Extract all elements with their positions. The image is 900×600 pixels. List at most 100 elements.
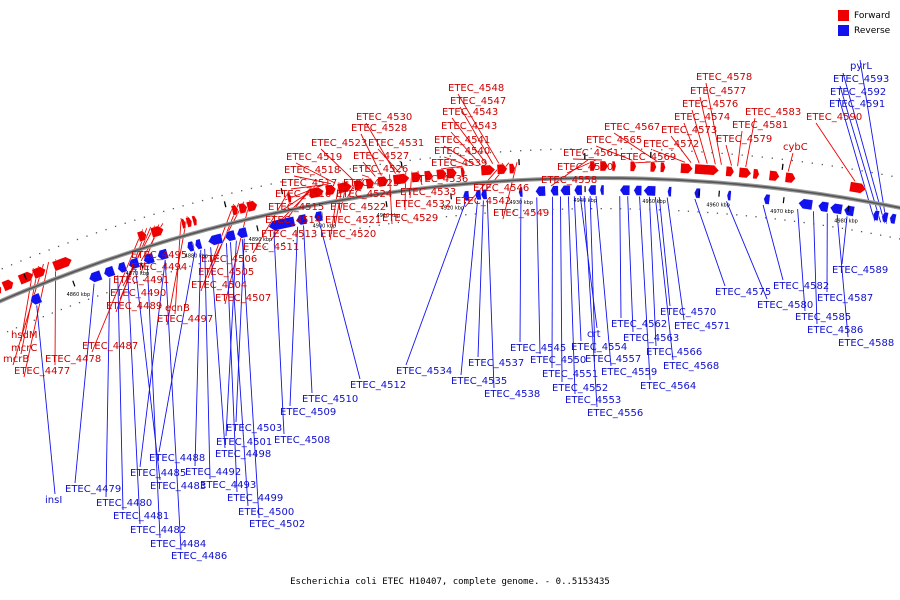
reverse-gene-label: crt (587, 329, 601, 340)
guide-dot-inner (264, 246, 266, 248)
reverse-gene-label: ETEC_4501 (216, 437, 272, 448)
forward-gene-label: hsdM (11, 330, 38, 341)
guide-dot-inner (15, 327, 18, 329)
guide-dot-inner (860, 230, 863, 233)
reverse-gene-label: ETEC_4566 (646, 347, 702, 358)
guide-dot-inner (42, 315, 44, 318)
legend-forward: Forward (838, 8, 890, 23)
guide-dot-inner (124, 285, 126, 288)
guide-dot-inner (668, 209, 670, 211)
reverse-gene-label: ETEC_4592 (830, 87, 886, 98)
forward-gene-arrow (496, 163, 508, 175)
feature-marker (140, 262, 144, 269)
guide-dot-inner (407, 220, 409, 222)
reverse-gene-label: ETEC_4586 (807, 325, 863, 336)
reverse-leader-line (842, 72, 886, 224)
feature-marker (280, 188, 284, 195)
reverse-gene-arrow (296, 213, 308, 226)
forward-gene-label: ETEC_4581 (732, 120, 788, 131)
reverse-gene-label: ETEC_4550 (530, 355, 586, 366)
reverse-leader-line (859, 59, 888, 224)
forward-gene-label: ETEC_4583 (745, 107, 801, 118)
guide-dot-inner (254, 248, 257, 250)
forward-gene-label: ETEC_4524 (336, 189, 392, 200)
reverse-gene-arrow (872, 210, 880, 222)
reverse-swatch (838, 25, 849, 36)
guide-dot-inner (793, 220, 796, 222)
guide-dot-inner (106, 292, 108, 294)
guide-dot-inner (115, 288, 117, 291)
forward-leader-line (365, 122, 396, 174)
guide-dot-inner (822, 224, 824, 227)
reverse-leader-line (117, 275, 124, 511)
forward-gene-arrow (377, 175, 389, 188)
forward-gene-arrow (725, 165, 735, 177)
forward-leader-line (652, 149, 686, 163)
reverse-gene-label: ETEC_4492 (185, 467, 241, 478)
reverse-gene-label: ETEC_4571 (674, 321, 730, 332)
forward-gene-label: ETEC_4573 (661, 125, 717, 136)
guide-dot-outer (691, 150, 693, 152)
guide-dot-outer (630, 148, 633, 150)
guide-dot-outer (791, 159, 793, 162)
forward-leader-line (329, 182, 340, 241)
guide-dot-outer (270, 183, 272, 185)
forward-gene-label: ETEC_4533 (400, 187, 456, 198)
reverse-leader-line (486, 200, 495, 389)
reverse-gene-label: ETEC_4485 (130, 468, 186, 479)
guide-dot-inner (330, 232, 333, 234)
reverse-gene-label: ETEC_4481 (113, 511, 169, 522)
forward-gene-label: ETEC_4549 (493, 208, 549, 219)
feature-marker (223, 201, 227, 208)
forward-gene-label: ETEC_4525 (343, 178, 399, 189)
reverse-gene-label: ETEC_4552 (552, 383, 608, 394)
reverse-leader-line (583, 196, 598, 408)
forward-gene-label: ETEC_4576 (682, 99, 738, 110)
forward-gene-label: ETEC_4523 (311, 138, 367, 149)
reverse-gene-arrow (187, 240, 195, 252)
reverse-leader-line (654, 196, 674, 361)
guide-dot-outer (76, 238, 79, 241)
guide-dot-outer (48, 249, 50, 251)
guide-dot-inner (97, 295, 99, 297)
feature-marker (781, 163, 784, 170)
forward-leader-line (440, 165, 463, 170)
scale-tick-label: 4950 kbp (642, 199, 666, 205)
reverse-gene-label: ETEC_4580 (757, 300, 813, 311)
guide-dot-inner (24, 323, 27, 325)
guide-dot-inner (133, 282, 135, 285)
reverse-leader-line (797, 209, 806, 312)
forward-gene-label: ETEC_4478 (45, 354, 101, 365)
forward-gene-label: ETEC_4540 (434, 146, 490, 157)
forward-gene-label: ETEC_4522 (330, 202, 386, 213)
guide-dot-outer (201, 199, 204, 202)
forward-gene-arrow (738, 167, 752, 179)
reverse-gene-arrow (30, 292, 43, 306)
guide-dot-outer (153, 213, 155, 215)
forward-leader-line (725, 144, 732, 166)
guide-dot-outer (721, 152, 723, 155)
legend-reverse-label: Reverse (854, 25, 891, 36)
forward-leader-line (200, 204, 235, 292)
scale-tick (72, 280, 76, 287)
guide-dot-outer (821, 163, 823, 166)
reverse-leader-line (74, 283, 95, 484)
guide-dot-outer (105, 228, 107, 231)
guide-dot-inner (503, 211, 506, 213)
guide-dot-inner (78, 301, 81, 304)
guide-dot-outer (290, 179, 292, 181)
guide-dot-outer (114, 225, 117, 228)
guide-dot-inner (571, 208, 573, 210)
forward-leader-line (691, 109, 708, 164)
guide-dot-inner (629, 208, 631, 210)
forward-gene-arrow (650, 161, 657, 173)
guide-dot-outer (661, 149, 663, 151)
guide-dot-inner (426, 218, 428, 220)
forward-gene-arrow (286, 192, 292, 204)
forward-gene-arrow (324, 184, 337, 196)
reverse-gene-label: ETEC_4509 (280, 407, 336, 418)
guide-dot-outer (671, 149, 673, 151)
reverse-gene-arrow (633, 185, 643, 196)
guide-dot-inner (542, 209, 544, 211)
forward-gene-arrow (694, 163, 720, 176)
